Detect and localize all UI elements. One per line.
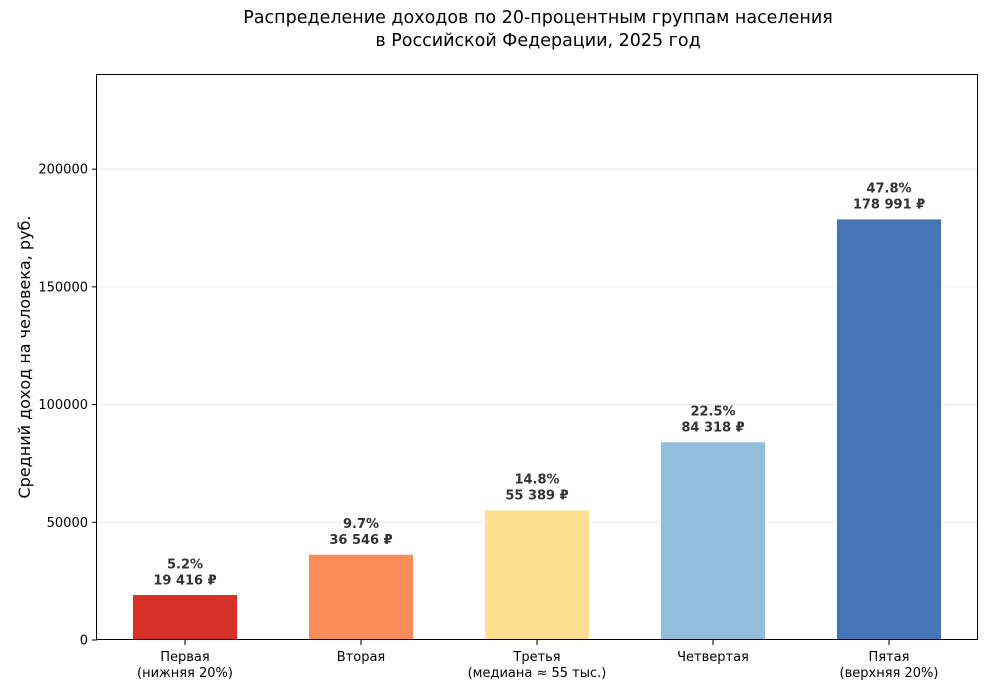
axes: 0 50000 100000 150000 200000 Первая(нижняя 20… [38, 163, 938, 681]
y-tick-label: 50000 [47, 516, 88, 531]
share-label: 22.5% [690, 405, 735, 420]
value-label: 36 546 ₽ [329, 533, 392, 548]
share-label: 9.7% [343, 517, 379, 532]
bar [659, 440, 767, 641]
bars [131, 217, 943, 641]
plot-frame [96, 74, 978, 640]
value-label: 55 389 ₽ [505, 489, 568, 504]
x-tick-label: Третья [512, 650, 560, 665]
data-labels: 5.2%19 416 ₽ 9.7%36 546 ₽ 14.8%55 389 ₽ 22.… [153, 182, 925, 589]
x-tick-label: Первая [160, 650, 209, 665]
share-label: 47.8% [866, 182, 911, 197]
y-tick-label: 100000 [38, 398, 88, 413]
chart-title: Распределение доходов по 20-процентным г… [0, 7, 989, 53]
y-tick-label: 150000 [38, 280, 88, 295]
value-label: 84 318 ₽ [681, 421, 744, 436]
bar [835, 217, 943, 641]
bar [307, 553, 415, 641]
share-label: 5.2% [167, 557, 203, 572]
y-tick-label: 0 [80, 634, 88, 649]
bar [131, 593, 239, 641]
value-label: 19 416 ₽ [153, 573, 216, 588]
x-tick-label: Четвертая [677, 650, 749, 665]
value-label: 178 991 ₽ [853, 198, 925, 213]
bar [483, 508, 591, 641]
chart-title-line-2: в Российской Федерации, 2025 год [375, 31, 701, 51]
y-tick-label: 200000 [38, 163, 88, 178]
x-tick-label: (медиана ≈ 55 тыс.) [468, 666, 607, 681]
x-tick-label: Вторая [337, 650, 385, 665]
chart-title-line-1: Распределение доходов по 20-процентным г… [243, 8, 833, 28]
y-axis-label: Средний доход на человека, руб. [15, 216, 34, 499]
x-tick-label: Пятая [869, 650, 910, 665]
x-tick-label: (нижняя 20%) [137, 666, 233, 681]
share-label: 14.8% [514, 473, 559, 488]
x-tick-label: (верхняя 20%) [840, 666, 939, 681]
